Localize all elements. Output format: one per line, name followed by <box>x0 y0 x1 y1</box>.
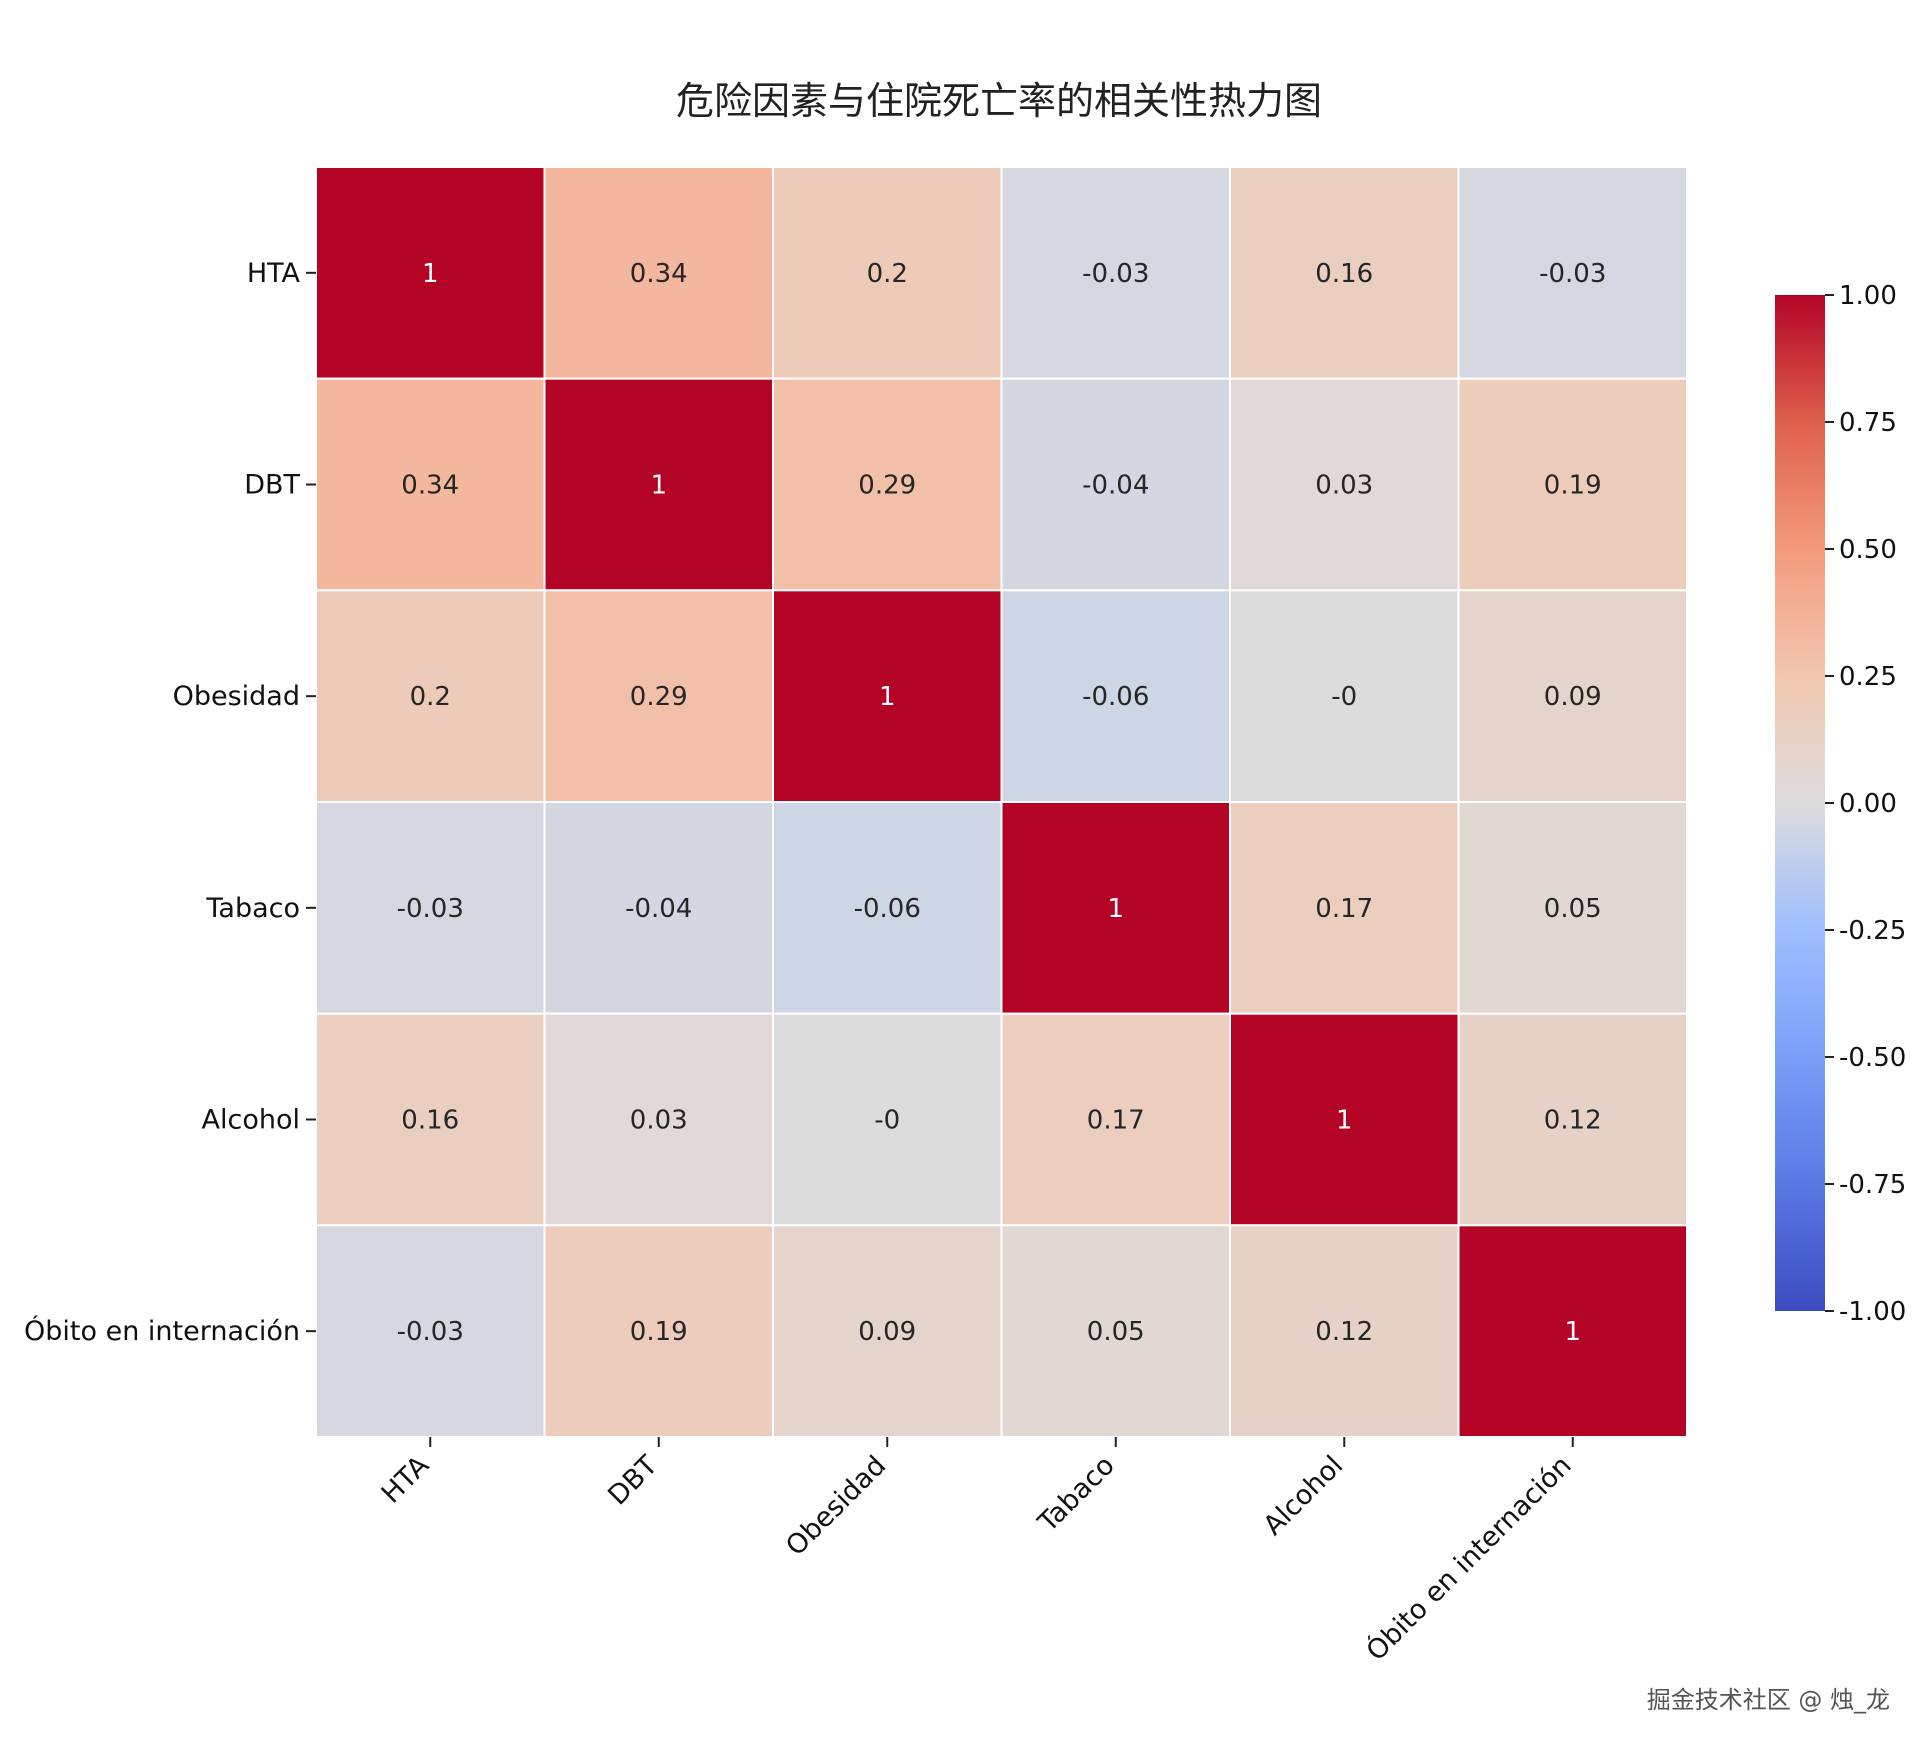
heatmap-cell <box>315 589 546 803</box>
chart-title: 危险因素与住院死亡率的相关性热力图 <box>675 79 1322 123</box>
cell-annotation: 0.17 <box>1315 894 1373 924</box>
cell-annotation: 1 <box>879 682 896 712</box>
heatmap-cell <box>1457 377 1688 592</box>
heatmap-cell <box>543 1012 774 1227</box>
heatmap-cell <box>315 801 546 1015</box>
cell-annotation: 0.34 <box>630 259 688 289</box>
cell-annotation: -0.03 <box>1082 259 1149 289</box>
colorbar-tick-label: -0.25 <box>1839 916 1906 946</box>
cell-annotation: 0.03 <box>1315 471 1373 501</box>
colorbar-tick-label: -0.75 <box>1839 1170 1906 1200</box>
cell-annotation: -0.03 <box>397 1317 464 1347</box>
watermark: 掘金技术社区 @ 烛_龙 <box>1646 1686 1890 1714</box>
cell-annotation: 0.03 <box>630 1106 688 1136</box>
heatmap-cell <box>1457 1224 1688 1439</box>
cell-annotation: 1 <box>1107 894 1124 924</box>
cell-annotation: 0.29 <box>630 682 688 712</box>
colorbar-tick-label: 0.75 <box>1839 408 1897 438</box>
cell-annotation: 0.2 <box>867 259 908 289</box>
cell-annotation: 0.2 <box>410 682 451 712</box>
colorbar-tick-label: -1.00 <box>1839 1297 1906 1327</box>
x-tick-label: HTA <box>376 1450 436 1510</box>
cell-annotation: 1 <box>1336 1106 1353 1136</box>
heatmap-cell <box>315 1012 546 1227</box>
cell-annotation: -0.03 <box>397 894 464 924</box>
y-tick-label: Obesidad <box>173 681 300 712</box>
cell-annotation: 0.17 <box>1087 1106 1145 1136</box>
heatmap-cell <box>1229 801 1460 1015</box>
heatmap-cell <box>1457 589 1688 803</box>
cell-annotation: -0.03 <box>1539 259 1606 289</box>
cell-annotation: -0.06 <box>1082 682 1149 712</box>
y-tick-label: Tabaco <box>205 893 300 924</box>
heatmap-cell <box>1457 801 1688 1015</box>
y-tick-label: Alcohol <box>202 1105 300 1136</box>
x-tick-label: Alcohol <box>1258 1450 1350 1542</box>
x-tick-label: Obesidad <box>780 1450 892 1562</box>
x-tick-label: Óbito en internación <box>1360 1449 1578 1667</box>
x-tick-label: Tabaco <box>1032 1450 1121 1539</box>
cell-annotation: 0.16 <box>1315 259 1373 289</box>
cell-annotation: 0.12 <box>1544 1106 1602 1136</box>
y-tick-label: DBT <box>244 470 300 501</box>
heatmap-cell <box>1229 1012 1460 1227</box>
cell-annotation: 1 <box>1564 1317 1581 1347</box>
colorbar-tick-label: 0.50 <box>1839 535 1897 565</box>
heatmap-cell <box>1000 1224 1231 1439</box>
cell-annotation: 0.29 <box>858 471 916 501</box>
heatmap-cell <box>772 166 1003 380</box>
heatmap-cell <box>543 377 774 592</box>
colorbar <box>1775 295 1825 1311</box>
y-tick-label: HTA <box>247 258 301 289</box>
colorbar-tick-label: 1.00 <box>1839 281 1897 311</box>
cell-annotation: 0.19 <box>1544 471 1602 501</box>
colorbar-tick-label: 0.00 <box>1839 789 1897 819</box>
cell-annotation: 0.09 <box>1544 682 1602 712</box>
x-tick-label: DBT <box>602 1450 664 1512</box>
y-tick-label: Óbito en internación <box>24 1315 300 1347</box>
heatmap-cell <box>1229 589 1460 803</box>
colorbar-tick-label: 0.25 <box>1839 662 1897 692</box>
cell-annotation: 1 <box>650 471 667 501</box>
heatmap-cell <box>315 1224 546 1439</box>
heatmap-cell <box>1000 377 1231 592</box>
cell-annotation: -0 <box>874 1106 900 1136</box>
cell-annotation: 0.19 <box>630 1317 688 1347</box>
cell-annotation: -0 <box>1331 682 1357 712</box>
heatmap-cell <box>1000 801 1231 1015</box>
heatmap-cell <box>772 377 1003 592</box>
colorbar-tick-label: -0.50 <box>1839 1043 1906 1073</box>
cell-annotation: 0.05 <box>1544 894 1602 924</box>
cell-annotation: -0.04 <box>625 894 692 924</box>
cell-annotation: 0.12 <box>1315 1317 1373 1347</box>
heatmap-cell <box>772 801 1003 1015</box>
heatmap-cell <box>543 589 774 803</box>
cell-annotation: -0.06 <box>854 894 921 924</box>
heatmap-cell <box>1229 1224 1460 1439</box>
heatmap-cell <box>1000 166 1231 380</box>
heatmap-cell <box>1000 589 1231 803</box>
cell-annotation: -0.04 <box>1082 471 1149 501</box>
cell-annotation: 0.34 <box>401 471 459 501</box>
heatmap-cell <box>772 589 1003 803</box>
heatmap-cell <box>772 1224 1003 1439</box>
cell-annotation: 0.05 <box>1087 1317 1145 1347</box>
heatmap-cell <box>1457 1012 1688 1227</box>
heatmap-cell <box>543 166 774 380</box>
cell-annotation: 0.16 <box>401 1106 459 1136</box>
heatmap-cell <box>315 377 546 592</box>
heatmap-cell <box>543 801 774 1015</box>
heatmap-cell <box>315 166 546 380</box>
cell-annotation: 1 <box>422 259 439 289</box>
cell-annotation: 0.09 <box>858 1317 916 1347</box>
